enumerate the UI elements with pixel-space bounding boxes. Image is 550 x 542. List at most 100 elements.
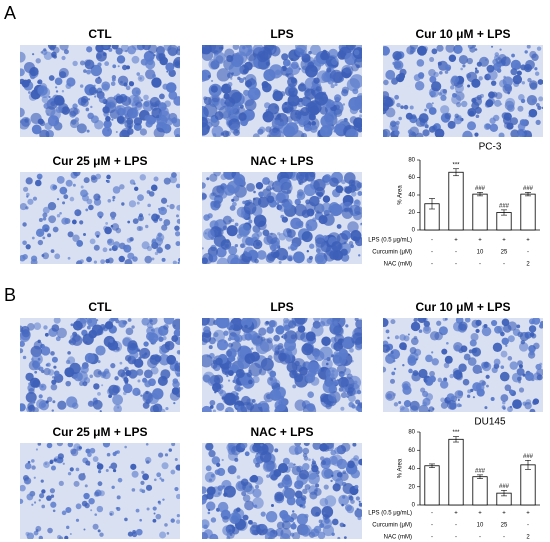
cell-cluster [89,401,93,406]
cell-cluster [174,457,178,461]
cell-cluster [268,64,284,79]
cell-cluster [450,85,455,90]
cell-cluster [503,324,512,333]
cell-cluster [69,467,74,472]
cell-cluster [20,403,26,412]
cell-cluster [407,333,410,336]
cell-cluster [137,349,141,352]
cell-cluster [500,331,505,337]
cell-cluster [172,260,177,264]
cell-cluster [35,58,41,64]
cell-cluster [358,502,362,507]
cell-cluster [20,498,24,504]
cell-cluster [354,508,362,518]
cell-cluster [507,356,513,361]
cell-cluster [396,102,401,108]
cell-cluster [417,318,427,323]
cell-cluster [38,394,43,399]
image-title: LPS [270,27,293,41]
cell-cluster [538,96,543,102]
cell-cluster [125,327,134,336]
cell-cluster [122,244,128,250]
cell-cluster [313,77,320,84]
cell-cluster [62,462,65,465]
cell-cluster [491,45,494,48]
cell-cluster [105,116,111,122]
cell-cluster [79,318,88,324]
cell-cluster [136,528,143,536]
cell-cluster [108,384,120,396]
cell-cluster [157,232,163,238]
cell-cluster [30,112,42,125]
cell-cluster [56,214,61,218]
cell-cluster [296,513,308,525]
cell-cluster [383,79,389,86]
cell-cluster [47,45,57,50]
cell-cluster [291,532,301,539]
cell-cluster [165,117,174,126]
cell-cluster [278,260,282,264]
cell-cluster [27,198,34,205]
cell-cluster [50,465,56,471]
cell-cluster [61,510,67,516]
cell-cluster [174,231,180,237]
cell-cluster [97,529,101,533]
cell-cluster [43,325,48,330]
cell-cluster [390,378,396,384]
cell-cluster [442,88,448,94]
cell-cluster [383,366,387,373]
cell-cluster [57,400,67,410]
cell-cluster [428,68,436,77]
cell-cluster [265,510,278,523]
cell-cluster [243,331,248,336]
cell-cluster [121,202,125,206]
cell-cluster [444,318,448,321]
cell-cluster [57,534,62,539]
cell-cluster [310,528,320,537]
cell-cluster [290,523,297,530]
cell-cluster [137,379,141,383]
cell-cluster [296,172,309,184]
cell-cluster [202,45,212,55]
cell-cluster [294,490,303,499]
cell-cluster [117,65,120,68]
cell-cluster [34,179,42,187]
cell-cluster [323,446,330,452]
cell-cluster [356,389,362,395]
cell-cluster [252,497,264,509]
cell-cluster [330,479,333,483]
treatment-value: - [455,523,457,529]
cell-cluster [294,329,306,341]
cell-cluster [97,391,101,396]
cell-cluster [393,367,397,371]
cell-cluster [41,489,46,494]
cell-cluster [153,54,156,57]
cell-cluster [288,462,295,469]
cell-cluster [135,90,140,95]
cell-cluster [331,241,342,252]
cell-cluster [66,396,78,408]
bar [472,476,488,506]
cell-cluster [322,524,335,537]
cell-cluster [282,318,289,324]
cell-cluster [27,404,36,412]
cell-cluster [166,70,169,73]
cell-cluster [158,217,163,222]
cell-cluster [111,118,114,121]
cell-cluster [260,357,274,371]
cell-cluster [133,182,136,185]
cell-cluster [323,249,336,262]
cell-cluster [354,199,360,205]
cell-cluster [305,219,318,232]
cell-cluster [535,119,541,125]
cell-cluster [176,46,180,51]
cell-cluster [300,495,307,501]
cell-cluster [256,452,259,455]
cell-cluster [489,123,499,132]
cell-cluster [38,535,44,539]
treatment-value: - [479,535,481,541]
cell-cluster [280,181,293,194]
cell-cluster [31,465,36,470]
micrograph [383,45,543,137]
cell-cluster [47,115,60,127]
